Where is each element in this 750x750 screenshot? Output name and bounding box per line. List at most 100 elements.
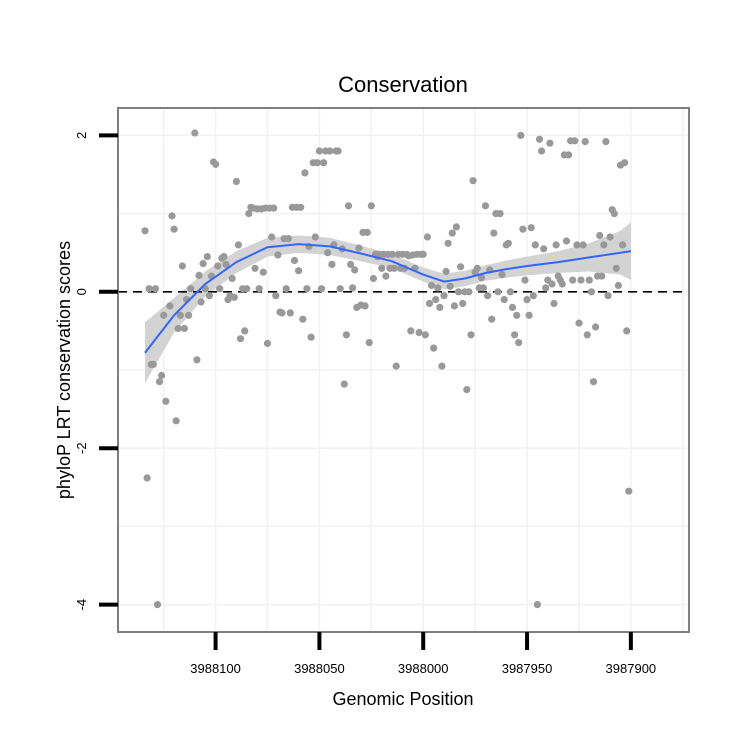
- data-point: [324, 249, 332, 257]
- data-point: [490, 229, 498, 237]
- data-point: [481, 202, 490, 210]
- data-point: [251, 264, 259, 272]
- data-point: [587, 288, 596, 296]
- data-point: [355, 244, 363, 252]
- y-tick-label: 0: [74, 288, 89, 295]
- data-point: [562, 237, 571, 245]
- data-point: [168, 212, 176, 220]
- data-point: [344, 202, 353, 210]
- data-point: [484, 292, 492, 300]
- data-point: [527, 224, 535, 232]
- data-point: [369, 274, 377, 283]
- data-point: [228, 274, 236, 283]
- data-point: [548, 280, 556, 288]
- data-point: [166, 302, 174, 310]
- grid: [118, 108, 689, 632]
- data-point: [421, 331, 429, 339]
- data-point: [336, 285, 344, 293]
- data-point: [465, 288, 473, 296]
- data-point: [415, 328, 423, 337]
- data-point: [521, 276, 529, 284]
- data-point: [382, 272, 390, 280]
- data-point: [284, 235, 292, 243]
- data-point: [457, 263, 465, 271]
- data-point: [349, 284, 357, 292]
- data-point: [153, 601, 162, 609]
- data-point: [145, 285, 153, 293]
- data-point: [307, 333, 315, 341]
- data-point: [444, 239, 452, 247]
- data-point: [230, 293, 238, 301]
- data-point: [571, 137, 579, 145]
- data-point: [378, 264, 386, 272]
- data-point: [427, 281, 436, 290]
- data-point: [268, 233, 276, 241]
- data-point: [297, 203, 305, 211]
- data-point: [232, 177, 240, 186]
- data-point: [504, 239, 512, 247]
- data-point: [569, 276, 577, 284]
- data-point: [301, 169, 309, 177]
- data-point: [197, 298, 205, 306]
- data-point: [361, 302, 369, 310]
- data-point: [255, 285, 263, 293]
- data-point: [598, 272, 606, 280]
- data-point: [430, 344, 438, 352]
- data-point: [263, 339, 272, 347]
- data-point: [448, 229, 456, 237]
- data-point: [303, 285, 311, 293]
- data-point: [552, 241, 560, 249]
- y-axis-label: phyloP LRT conservation scores: [54, 241, 74, 499]
- data-point: [390, 264, 398, 272]
- data-point: [625, 487, 633, 495]
- data-point: [407, 327, 415, 335]
- data-point: [425, 299, 434, 308]
- data-point: [320, 159, 328, 167]
- data-point: [174, 324, 182, 333]
- y-tick-label: -4: [74, 599, 89, 611]
- data-point: [442, 267, 450, 276]
- data-point: [436, 303, 444, 311]
- data-point: [452, 223, 460, 231]
- y-tick-label: 2: [74, 132, 89, 139]
- data-point: [434, 284, 442, 292]
- data-point: [619, 241, 627, 249]
- data-point: [479, 284, 487, 292]
- x-tick-label: 3988100: [190, 661, 241, 676]
- data-point: [158, 371, 166, 380]
- data-point: [623, 327, 631, 335]
- data-point: [278, 309, 286, 317]
- data-point: [180, 324, 188, 333]
- smooth-line: [144, 243, 632, 354]
- data-point: [155, 378, 164, 386]
- data-point: [243, 285, 251, 293]
- data-point: [513, 311, 521, 319]
- data-point: [583, 331, 591, 339]
- data-point: [529, 292, 537, 300]
- x-tick-label: 3987900: [606, 661, 657, 676]
- data-point: [203, 253, 211, 261]
- data-point: [236, 335, 245, 343]
- data-point: [388, 250, 396, 258]
- y-tick-label: -2: [74, 442, 89, 454]
- data-point: [454, 288, 463, 296]
- data-point: [317, 285, 326, 293]
- data-point: [477, 274, 485, 282]
- data-points: [141, 129, 633, 609]
- data-point: [610, 210, 618, 218]
- data-point: [581, 138, 589, 146]
- data-point: [170, 225, 178, 233]
- data-point: [363, 228, 371, 236]
- data-point: [245, 210, 253, 218]
- data-point: [272, 292, 280, 300]
- data-point: [496, 210, 504, 218]
- data-point: [438, 362, 446, 370]
- data-point: [222, 260, 230, 268]
- data-point: [573, 241, 581, 249]
- data-point: [423, 233, 431, 241]
- data-point: [531, 241, 539, 249]
- data-point: [494, 288, 502, 296]
- data-point: [234, 241, 242, 249]
- data-point: [392, 362, 400, 370]
